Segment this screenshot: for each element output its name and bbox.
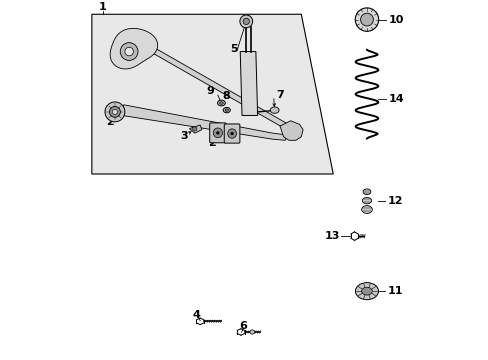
Circle shape [112,109,117,114]
Text: 13: 13 [324,231,339,241]
Polygon shape [92,14,332,174]
Ellipse shape [224,109,228,111]
Ellipse shape [355,283,378,300]
Ellipse shape [362,197,371,204]
Circle shape [105,102,124,122]
Text: 3: 3 [180,131,187,141]
Text: 2: 2 [106,117,114,127]
Ellipse shape [217,100,225,106]
FancyBboxPatch shape [209,123,225,143]
Circle shape [354,8,378,31]
Ellipse shape [249,330,254,334]
Circle shape [124,47,133,56]
Text: 1: 1 [99,2,106,12]
Text: 6: 6 [238,321,246,331]
Polygon shape [110,28,157,69]
Ellipse shape [227,129,236,138]
Text: 11: 11 [386,286,402,296]
Circle shape [109,107,120,117]
Circle shape [120,43,138,60]
Polygon shape [122,105,286,140]
Polygon shape [240,51,257,116]
Ellipse shape [361,287,371,295]
Ellipse shape [223,107,230,113]
Circle shape [216,131,219,134]
Polygon shape [280,121,303,140]
Ellipse shape [270,107,279,113]
Text: 4: 4 [192,310,200,320]
Circle shape [243,18,249,24]
Text: 2: 2 [207,138,215,148]
Polygon shape [134,37,297,135]
FancyBboxPatch shape [224,124,240,143]
Text: 10: 10 [387,15,403,24]
Ellipse shape [219,102,223,104]
Circle shape [192,127,197,131]
Text: 8: 8 [222,91,230,101]
Text: 5: 5 [229,44,237,54]
Text: 14: 14 [387,94,403,104]
Polygon shape [189,125,202,133]
Text: 9: 9 [206,86,214,96]
Circle shape [360,13,373,26]
Circle shape [230,132,233,135]
Ellipse shape [361,206,371,213]
Text: 7: 7 [276,90,283,100]
Circle shape [240,15,252,28]
Ellipse shape [362,189,370,195]
Text: 12: 12 [386,195,402,206]
Ellipse shape [213,128,222,138]
